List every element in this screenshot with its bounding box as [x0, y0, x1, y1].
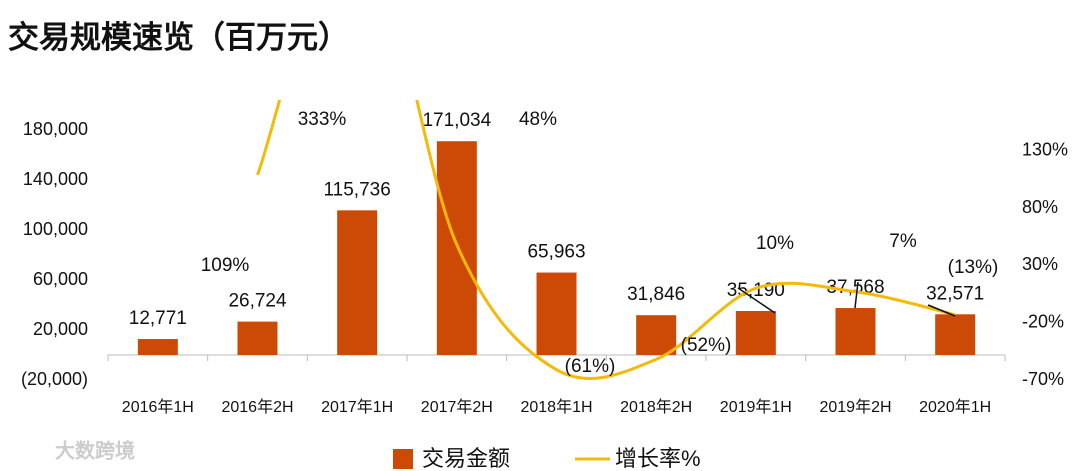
line-value-label: 109%	[201, 255, 250, 276]
leader-line	[854, 281, 859, 309]
x-tick-label: 2018年1H	[520, 398, 592, 416]
line-value-label: (13%)	[948, 257, 999, 278]
leader-line	[927, 304, 956, 317]
y-tick-label: (20,000)	[21, 369, 88, 389]
leader-line	[737, 287, 776, 314]
bar-value-label: 171,034	[422, 110, 491, 131]
bar	[835, 308, 876, 355]
y-tick-label: 100,000	[23, 219, 88, 239]
x-tick-label: 2019年2H	[819, 398, 891, 416]
bar-value-label: 65,963	[527, 242, 585, 263]
line-value-label: (52%)	[681, 335, 732, 356]
bar	[935, 314, 976, 355]
bar	[636, 315, 677, 355]
x-tick-label: 2019年1H	[720, 398, 792, 416]
bar	[137, 339, 178, 355]
line-value-label: 333%	[298, 109, 347, 130]
bar	[337, 210, 378, 355]
y-tick-label: 140,000	[23, 169, 88, 189]
x-tick-label: 2018年2H	[620, 398, 692, 416]
y2-tick-label: 130%	[1022, 140, 1068, 160]
growth-line	[256, 100, 956, 380]
bar-value-label: 115,736	[324, 179, 391, 200]
legend-label: 交易金额	[422, 446, 510, 471]
y2-tick-label: 30%	[1022, 254, 1058, 274]
bar-value-label: 12,771	[129, 308, 187, 329]
bar	[536, 272, 577, 355]
bar	[237, 321, 278, 355]
y2-tick-label: -20%	[1022, 311, 1064, 331]
y-tick-label: 20,000	[33, 319, 88, 339]
x-tick-label: 2017年2H	[421, 398, 493, 416]
legend-label: 增长率%	[615, 446, 701, 471]
x-tick-label: 2016年1H	[122, 398, 194, 416]
y-tick-label: 180,000	[23, 119, 88, 139]
chart-title: 交易规模速览（百万元）	[8, 20, 349, 55]
line-value-label: 10%	[756, 233, 794, 254]
line-value-label: 48%	[519, 109, 557, 130]
x-tick-label: 2016年2H	[221, 398, 293, 416]
bar	[735, 311, 776, 355]
watermark: 大数跨境	[55, 438, 135, 462]
bar-value-label: 32,571	[926, 283, 984, 304]
line-value-label: 7%	[889, 231, 917, 252]
y2-tick-label: 80%	[1022, 197, 1058, 217]
line-value-label: (61%)	[565, 356, 616, 377]
bar-value-label: 31,846	[627, 284, 685, 305]
y-tick-label: 60,000	[33, 269, 88, 289]
bar-value-label: 26,724	[228, 291, 287, 312]
y2-tick-label: -70%	[1022, 369, 1064, 389]
legend-swatch	[393, 449, 413, 469]
x-tick-label: 2020年1H	[919, 398, 991, 416]
x-tick-label: 2017年1H	[321, 398, 393, 416]
